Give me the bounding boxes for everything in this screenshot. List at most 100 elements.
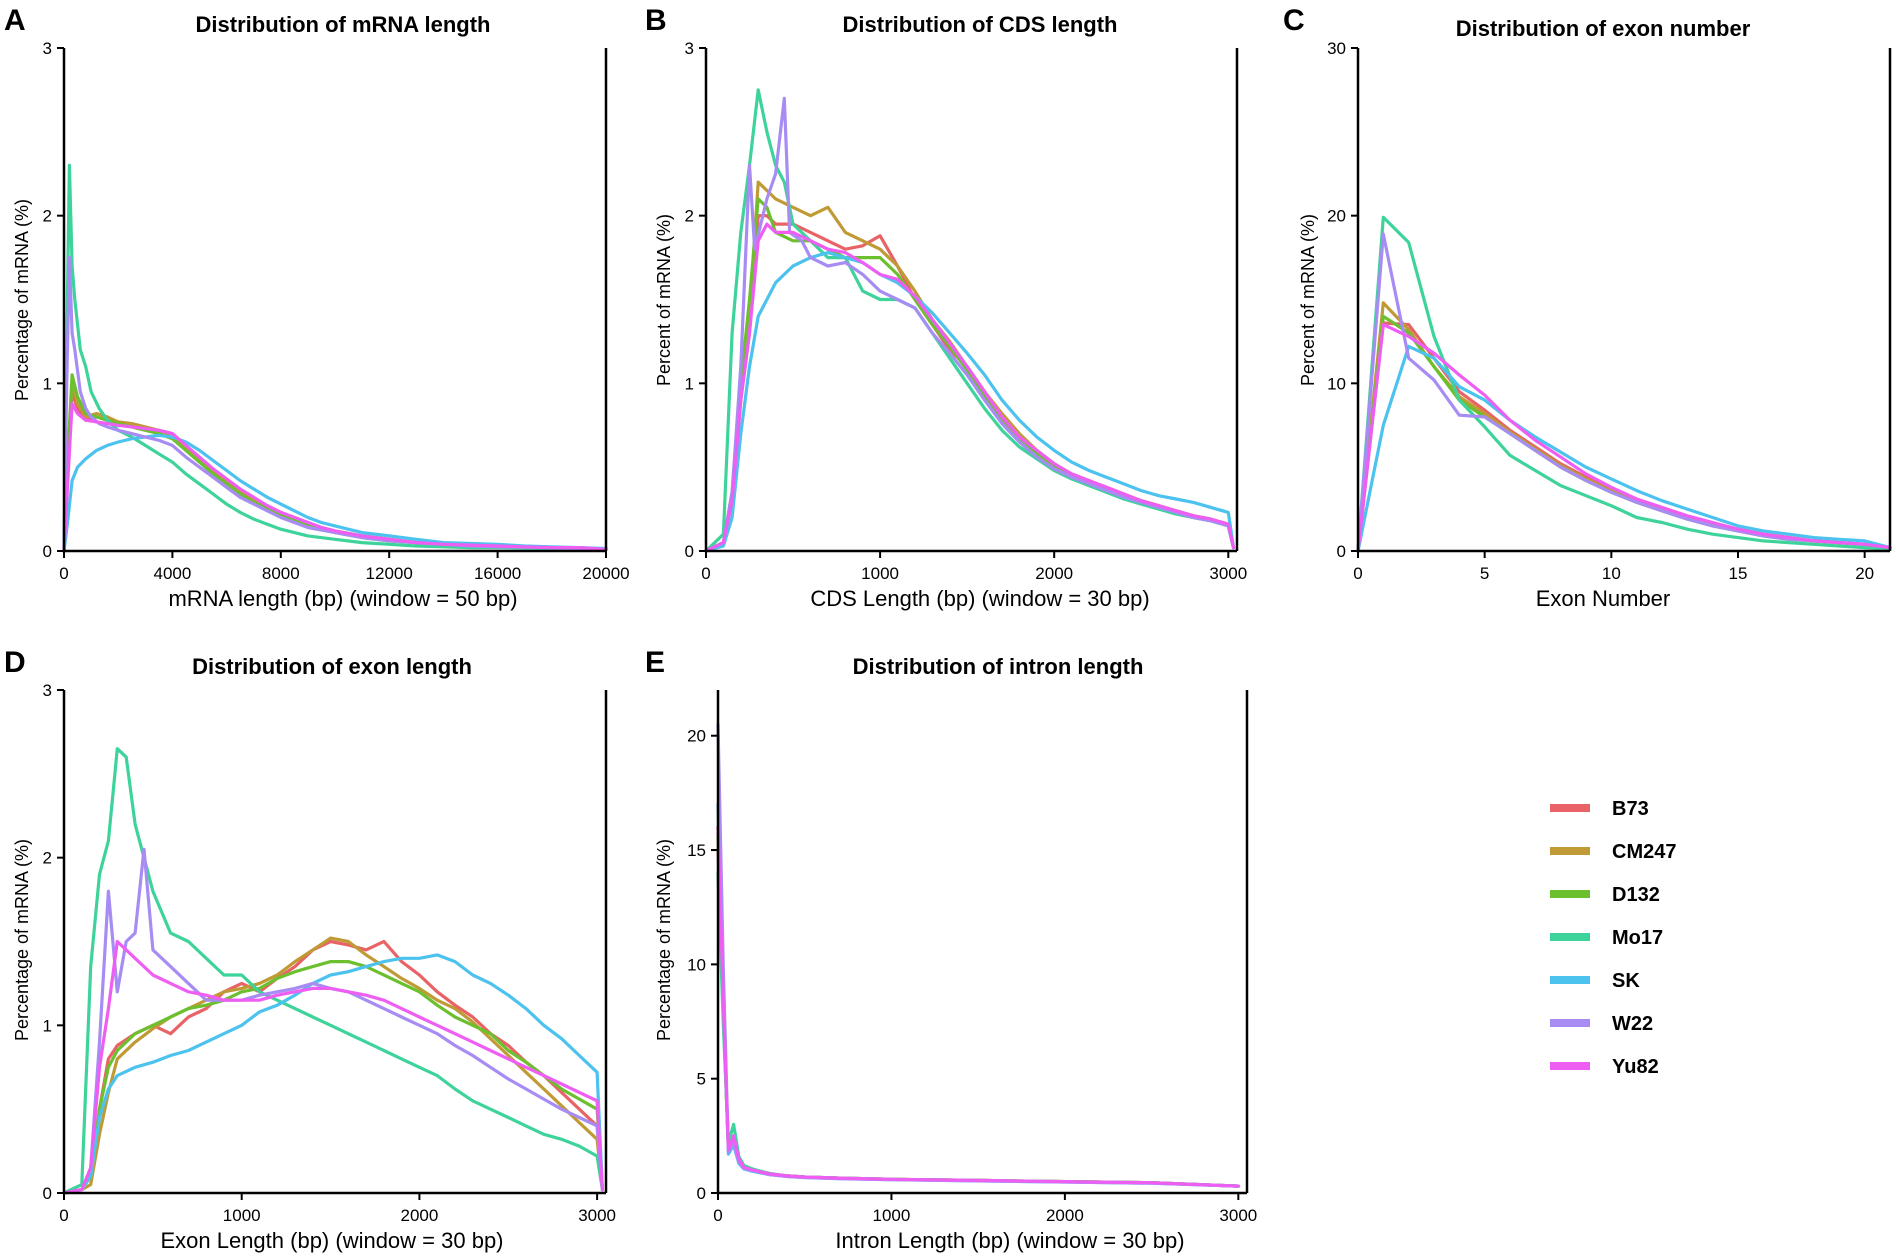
panel-c-xlabel: Exon Number bbox=[1536, 586, 1671, 611]
panel-c-ylabel: Percent of mRNA (%) bbox=[1298, 214, 1318, 386]
panel-e-ytick-label: 0 bbox=[697, 1184, 706, 1203]
panel-letter-e: E bbox=[645, 646, 665, 679]
panel-e-series-mo17 bbox=[716, 871, 1240, 1188]
panel-d-axes bbox=[62, 690, 608, 1195]
panel-a-yticks: 0 1 2 3 bbox=[43, 39, 64, 561]
panel-d-xlabel: Exon Length (bp) (window = 30 bp) bbox=[160, 1228, 503, 1253]
panel-e-yticks: 0 5 10 15 20 bbox=[687, 727, 718, 1203]
panel-c-series-d132 bbox=[1356, 314, 1892, 553]
panel-c-xtick-label: 5 bbox=[1480, 564, 1489, 583]
panel-b-ytick-label: 1 bbox=[685, 374, 694, 393]
panel-d-ytick-label: 3 bbox=[43, 681, 52, 700]
panel-e-series-yu82 bbox=[716, 825, 1240, 1188]
panel-a-xtick-label: 0 bbox=[59, 564, 68, 583]
panel-a-series-lines bbox=[62, 163, 608, 553]
panel-c-xtick-label: 0 bbox=[1353, 564, 1362, 583]
panel-e: E Distribution of intron length 0 5 10 15 20… bbox=[645, 646, 1257, 1253]
panel-c-series-mo17 bbox=[1356, 215, 1892, 553]
panel-b-series-yu82 bbox=[704, 222, 1236, 553]
panel-e-xtick-label: 2000 bbox=[1046, 1206, 1084, 1225]
panel-d-xticks: 0 1000 2000 3000 bbox=[59, 1193, 616, 1225]
panel-e-xtick-label: 0 bbox=[713, 1206, 722, 1225]
panel-e-series-d132 bbox=[716, 837, 1240, 1188]
panel-e-xtick-label: 3000 bbox=[1219, 1206, 1257, 1225]
panel-d-xtick-label: 3000 bbox=[578, 1206, 616, 1225]
panel-e-ytick-label: 10 bbox=[687, 955, 706, 974]
panel-b-xtick-label: 3000 bbox=[1209, 564, 1247, 583]
panel-d-ytick-label: 1 bbox=[43, 1016, 52, 1035]
panel-d-series-mo17 bbox=[62, 747, 604, 1195]
panel-a-series-w22 bbox=[62, 256, 608, 553]
panel-d-xtick-label: 2000 bbox=[400, 1206, 438, 1225]
panel-b-axes bbox=[704, 48, 1239, 553]
panel-b-series-sk bbox=[704, 251, 1236, 553]
panel-a-ytick-label: 2 bbox=[43, 207, 52, 226]
panel-a: A Distribution of mRNA length 0 1 2 3 0 4000… bbox=[4, 4, 630, 611]
panel-c-xticks: 0 5 10 15 20 bbox=[1353, 551, 1874, 583]
panel-c-yticks: 0 10 20 30 bbox=[1327, 39, 1358, 561]
panel-e-xticks: 0 1000 2000 3000 bbox=[713, 1193, 1257, 1225]
panel-a-ytick-label: 0 bbox=[43, 542, 52, 561]
panel-c-series-yu82 bbox=[1356, 323, 1892, 553]
panel-letter-d: D bbox=[4, 646, 26, 679]
panel-a-xlabel: mRNA length (bp) (window = 50 bp) bbox=[168, 586, 517, 611]
legend: B73 CM247 D132 Mo17 SK W22 Yu82 bbox=[1550, 798, 1676, 1078]
panel-b-series-w22 bbox=[704, 96, 1236, 553]
panel-a-xtick-label: 8000 bbox=[262, 564, 300, 583]
panel-b-ylabel: Percent of mRNA (%) bbox=[654, 214, 674, 386]
panel-a-xtick-label: 20000 bbox=[582, 564, 629, 583]
panel-a-series-yu82 bbox=[62, 401, 608, 553]
panel-e-ytick-label: 5 bbox=[697, 1070, 706, 1089]
panel-c-series-sk bbox=[1356, 344, 1892, 553]
panel-c-xtick-label: 10 bbox=[1602, 564, 1621, 583]
panel-d-series-w22 bbox=[62, 847, 604, 1195]
panel-letter-a: A bbox=[4, 4, 26, 37]
panel-d: D Distribution of exon length 0 1 2 3 0 1000… bbox=[4, 646, 616, 1253]
legend-label-d132: D132 bbox=[1612, 884, 1660, 906]
panel-e-xlabel: Intron Length (bp) (window = 30 bp) bbox=[835, 1228, 1184, 1253]
legend-label-yu82: Yu82 bbox=[1612, 1056, 1659, 1078]
panel-e-axes bbox=[716, 690, 1249, 1195]
panel-a-ytick-label: 1 bbox=[43, 374, 52, 393]
panel-e-ytick-label: 15 bbox=[687, 841, 706, 860]
panel-d-yticks: 0 1 2 3 bbox=[43, 681, 64, 1203]
panel-c-series-w22 bbox=[1356, 232, 1892, 553]
panel-c-series-lines bbox=[1356, 215, 1892, 553]
legend-label-mo17: Mo17 bbox=[1612, 927, 1663, 949]
panel-d-xtick-label: 1000 bbox=[223, 1206, 261, 1225]
panel-e-series-lines bbox=[716, 722, 1240, 1188]
panel-d-ytick-label: 0 bbox=[43, 1184, 52, 1203]
panel-e-series-sk bbox=[716, 802, 1240, 1188]
panel-d-series-d132 bbox=[62, 960, 604, 1195]
panel-d-ylabel: Percentage of mRNA (%) bbox=[12, 839, 32, 1041]
panel-a-xtick-label: 4000 bbox=[153, 564, 191, 583]
panel-b-xtick-label: 2000 bbox=[1035, 564, 1073, 583]
panel-letter-c: C bbox=[1283, 4, 1305, 37]
panel-c-ytick-label: 30 bbox=[1327, 39, 1346, 58]
panel-d-title: Distribution of exon length bbox=[192, 654, 472, 679]
panel-c-ytick-label: 0 bbox=[1337, 542, 1346, 561]
panel-a-xtick-label: 16000 bbox=[474, 564, 521, 583]
panel-a-ytick-label: 3 bbox=[43, 39, 52, 58]
panel-b-yticks: 0 1 2 3 bbox=[685, 39, 706, 561]
panel-d-series-lines bbox=[62, 747, 604, 1195]
panel-c-axes bbox=[1356, 48, 1892, 553]
panel-d-series-yu82 bbox=[62, 939, 604, 1195]
panel-d-series-sk bbox=[62, 953, 604, 1195]
panel-c-ytick-label: 10 bbox=[1327, 374, 1346, 393]
panel-b-ytick-label: 3 bbox=[685, 39, 694, 58]
panel-b-ytick-label: 0 bbox=[685, 542, 694, 561]
panel-e-series-cm247 bbox=[716, 825, 1240, 1188]
panel-c: C Distribution of exon number 0 10 20 30 0 5… bbox=[1283, 4, 1892, 611]
panel-c-xtick-label: 15 bbox=[1729, 564, 1748, 583]
panel-b-series-d132 bbox=[704, 197, 1236, 553]
legend-label-b73: B73 bbox=[1612, 798, 1649, 820]
panel-b-series-mo17 bbox=[704, 88, 1236, 553]
panel-e-xtick-label: 1000 bbox=[873, 1206, 911, 1225]
legend-label-cm247: CM247 bbox=[1612, 841, 1676, 863]
panel-a-title: Distribution of mRNA length bbox=[196, 12, 491, 37]
panel-d-xtick-label: 0 bbox=[59, 1206, 68, 1225]
panel-c-title: Distribution of exon number bbox=[1456, 16, 1751, 41]
panel-c-ytick-label: 20 bbox=[1327, 207, 1346, 226]
